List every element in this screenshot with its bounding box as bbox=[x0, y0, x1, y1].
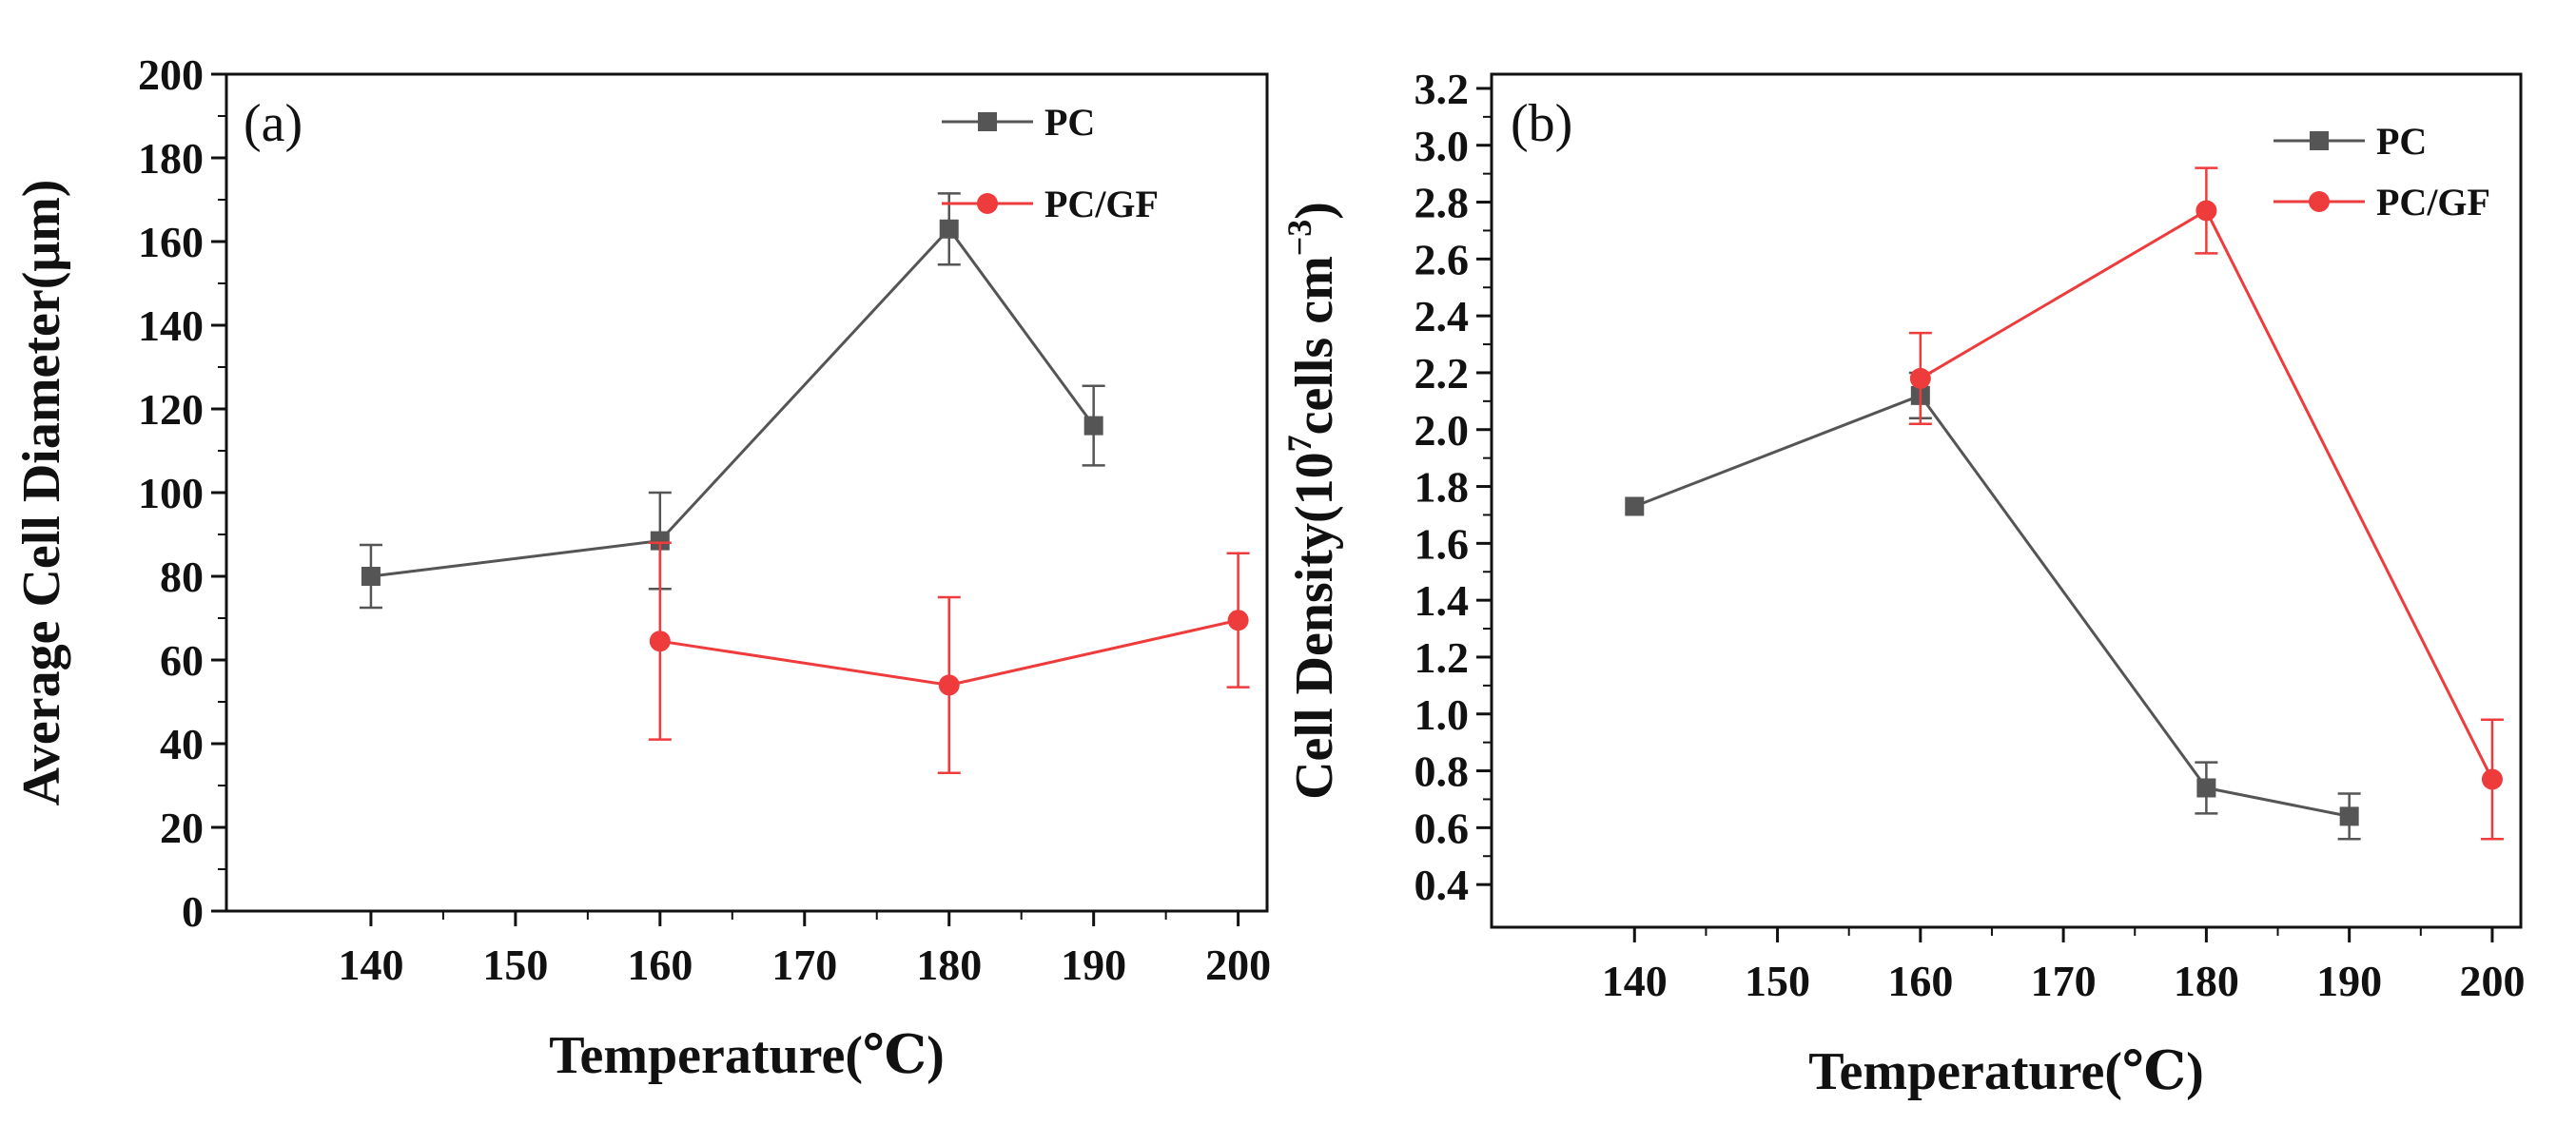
x-tick-label: 190 bbox=[2316, 957, 2382, 1005]
x-axis-title: Temperature(℃) bbox=[1808, 1042, 2203, 1101]
x-axis-title: Temperature(℃) bbox=[549, 1026, 944, 1085]
data-point-pc-gf bbox=[1909, 367, 1931, 389]
legend-marker-pc-gf bbox=[2309, 191, 2330, 212]
plot-frame bbox=[1490, 72, 2523, 929]
y-tick-label: 140 bbox=[138, 301, 204, 350]
data-point-pc bbox=[939, 219, 959, 239]
y-tick-label: 2.0 bbox=[1415, 406, 1470, 455]
y-axis-title-superscript: −3 bbox=[1280, 220, 1318, 257]
y-tick-label: 3.0 bbox=[1415, 122, 1470, 170]
legend-label-pc: PC bbox=[1044, 101, 1095, 144]
x-tick-label: 200 bbox=[1205, 941, 1271, 989]
y-axis-title: Average Cell Diameter(μm) bbox=[12, 180, 71, 806]
y-tick-label: 40 bbox=[160, 720, 204, 768]
x-tick-label: 140 bbox=[338, 941, 403, 989]
y-axis-title-part: Cell Density(10 bbox=[1285, 452, 1344, 800]
panel-label: (a) bbox=[244, 94, 302, 153]
y-tick-label: 1.6 bbox=[1415, 519, 1470, 568]
x-tick-label: 160 bbox=[627, 941, 693, 989]
y-axis-title-part: cells cm bbox=[1285, 256, 1344, 435]
y-tick-label: 2.8 bbox=[1415, 179, 1470, 227]
legend-marker-pc bbox=[978, 112, 997, 131]
y-tick-label: 1.8 bbox=[1415, 463, 1470, 512]
data-point-pc bbox=[2196, 778, 2216, 798]
y-tick-label: 1.4 bbox=[1415, 576, 1470, 625]
y-tick-label: 60 bbox=[160, 636, 204, 685]
x-tick-label: 160 bbox=[1887, 957, 1953, 1005]
y-tick-label: 180 bbox=[138, 134, 204, 183]
data-point-pc bbox=[650, 531, 670, 551]
data-point-pc-gf bbox=[1227, 610, 1249, 631]
y-tick-label: 1.0 bbox=[1415, 690, 1470, 739]
x-tick-label: 150 bbox=[1745, 957, 1810, 1005]
y-tick-label: 3.2 bbox=[1415, 65, 1470, 113]
y-tick-label: 0.4 bbox=[1415, 861, 1470, 909]
x-tick-label: 190 bbox=[1061, 941, 1126, 989]
y-axis-title-superscript: 7 bbox=[1280, 435, 1318, 452]
data-point-pc bbox=[2339, 806, 2359, 826]
y-tick-label: 2.6 bbox=[1415, 235, 1470, 283]
data-point-pc-gf bbox=[2195, 200, 2217, 222]
y-tick-label: 0.8 bbox=[1415, 747, 1470, 796]
legend-label-pc-gf: PC/GF bbox=[1044, 183, 1159, 225]
y-tick-label: 2.4 bbox=[1415, 292, 1470, 340]
panel-a-chart: 140 150 160 170 180 190 200 0 20 40 60 80 100 120 140 1… bbox=[12, 50, 1271, 1085]
data-point-pc-gf bbox=[2481, 768, 2503, 790]
y-tick-label: 1.2 bbox=[1415, 633, 1470, 682]
x-tick-label: 170 bbox=[2031, 957, 2097, 1005]
series-line-pc bbox=[370, 226, 1095, 578]
y-tick-label: 0.6 bbox=[1415, 804, 1470, 852]
data-point-pc-gf bbox=[649, 631, 671, 652]
x-tick-label: 170 bbox=[771, 941, 837, 989]
data-point-pc bbox=[361, 567, 381, 586]
x-tick-label: 140 bbox=[1602, 957, 1668, 1005]
y-axis-title-part: ) bbox=[1285, 202, 1344, 220]
legend-label-pc-gf: PC/GF bbox=[2376, 181, 2490, 223]
legend-label-pc: PC bbox=[2376, 120, 2427, 163]
y-tick-label: 160 bbox=[138, 218, 204, 266]
y-tick-label: 0 bbox=[182, 887, 204, 936]
series-line-pc-gf bbox=[1920, 208, 2494, 781]
data-point-pc bbox=[1625, 496, 1645, 516]
x-tick-label: 150 bbox=[482, 941, 548, 989]
y-axis-title: Cell Density(107cells cm−3) bbox=[1280, 202, 1344, 800]
y-tick-label: 20 bbox=[160, 804, 204, 852]
y-tick-label: 2.2 bbox=[1415, 349, 1470, 398]
y-tick-label: 100 bbox=[138, 469, 204, 517]
y-tick-label: 200 bbox=[138, 50, 204, 99]
x-tick-label: 200 bbox=[2459, 957, 2525, 1005]
series-line-pc bbox=[1633, 394, 2350, 818]
y-tick-label: 80 bbox=[160, 553, 204, 601]
legend-marker-pc bbox=[2310, 131, 2329, 150]
x-tick-label: 180 bbox=[916, 941, 982, 989]
panel-b-chart: 140 150 160 170 180 190 200 0.4 0.6 0.8 1.0 1.2 1.4 1… bbox=[1280, 65, 2525, 1101]
panel-label: (b) bbox=[1511, 94, 1572, 153]
legend-marker-pc-gf bbox=[977, 193, 998, 214]
data-point-pc-gf bbox=[938, 674, 960, 696]
x-tick-label: 180 bbox=[2174, 957, 2239, 1005]
y-tick-label: 120 bbox=[138, 385, 204, 434]
data-point-pc bbox=[1083, 416, 1103, 436]
